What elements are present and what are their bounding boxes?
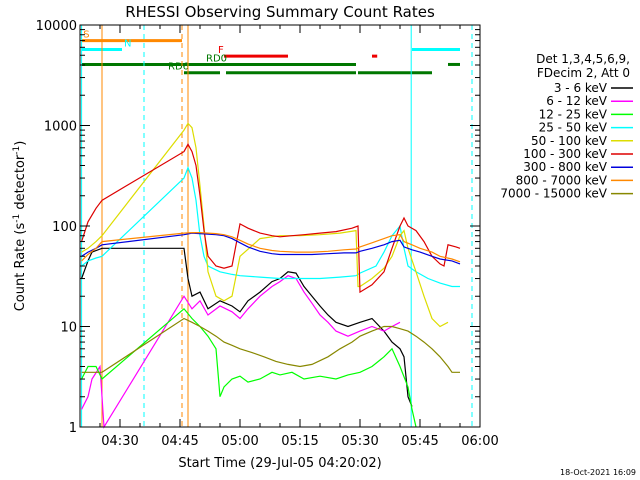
series-line-7: [81, 232, 461, 263]
legend-label-2: 12 - 25 keV: [539, 107, 608, 121]
legend-label-0: 3 - 6 keV: [554, 81, 608, 95]
x-axis-label: Start Time (29-Jul-05 04:20:02): [178, 456, 381, 471]
flag-label-n: N: [124, 39, 131, 50]
legend-header-line-2: FDecim 2, Att 0: [537, 66, 630, 80]
legend-label-3: 25 - 50 keV: [539, 121, 608, 135]
y-axis-label: Count Rate (s-1 detector-1): [12, 141, 28, 312]
x-tick-label-5: 05:45: [401, 434, 438, 449]
y-tick-label-2: 100: [52, 220, 77, 235]
y-label-sup2: -1: [12, 146, 22, 155]
flag-label-f: F: [218, 45, 224, 56]
legend-label-6: 300 - 800 keV: [523, 160, 607, 174]
series-line-5: [81, 143, 461, 294]
x-tick-label-1: 04:45: [161, 434, 198, 449]
x-tick-label-4: 05:30: [341, 434, 378, 449]
legend: Det 1,3,4,5,6,9, FDecim 2, Att 0 3 - 6 k…: [500, 52, 633, 201]
y-label-main: Count Rate (s: [13, 223, 28, 312]
flag-label-rd0: RD0: [206, 53, 227, 64]
flag-label-s: S: [83, 30, 89, 41]
legend-header-line-1: Det 1,3,4,5,6,9,: [536, 52, 630, 66]
legend-label-1: 6 - 12 keV: [546, 94, 608, 108]
series-line-8: [81, 317, 460, 373]
x-tick-label-3: 05:15: [281, 434, 318, 449]
y-tick-label-1: 10: [60, 321, 77, 336]
series-line-3: [81, 166, 460, 288]
x-axis: 04:30 04:45 05:00 05:15 05:30 05:45 06:00: [79, 25, 499, 449]
x-tick-label-6: 06:00: [461, 434, 498, 449]
y-tick-label-4: 10000: [36, 19, 77, 34]
chart-title: RHESSI Observing Summary Count Rates: [125, 3, 435, 21]
y-tick-label-0: 1: [69, 421, 77, 436]
generation-timestamp: 18-Oct-2021 16:09: [560, 468, 636, 477]
legend-label-4: 50 - 100 keV: [531, 134, 608, 148]
y-tick-label-3: 1000: [44, 120, 77, 135]
y-label-mid: detector: [13, 154, 28, 214]
y-axis: 1 10 100 1000 10000: [36, 19, 480, 436]
series-line-1: [81, 275, 401, 429]
x-tick-label-2: 05:00: [221, 434, 258, 449]
legend-label-5: 100 - 300 keV: [523, 147, 607, 161]
series-line-6: [81, 232, 461, 265]
series-line-2: [81, 307, 417, 428]
legend-label-7: 800 - 7000 keV: [516, 173, 608, 187]
data-series: [81, 122, 461, 429]
y-label-end: ): [13, 141, 28, 146]
flag-label-rd6: RD6: [168, 62, 189, 73]
y-label-sup: -1: [12, 214, 22, 223]
legend-label-8: 7000 - 15000 keV: [500, 187, 607, 201]
x-tick-label-0: 04:30: [101, 434, 138, 449]
series-line-0: [81, 247, 413, 407]
